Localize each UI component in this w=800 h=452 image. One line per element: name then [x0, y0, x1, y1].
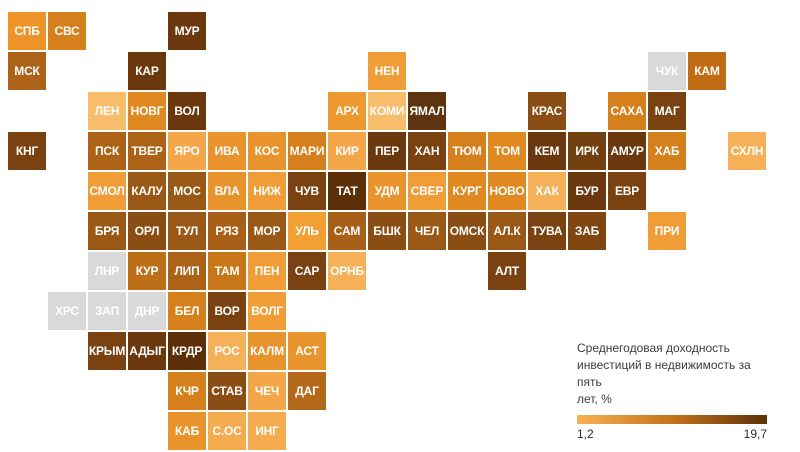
region-tile-СТАВ[interactable]: СТАВ [208, 372, 246, 410]
region-tile-ЧУВ[interactable]: ЧУВ [288, 172, 326, 210]
region-tile-САР[interactable]: САР [288, 252, 326, 290]
region-tile-СПБ[interactable]: СПБ [8, 12, 46, 50]
region-tile-КАМ[interactable]: КАМ [688, 52, 726, 90]
legend-gradient-bar [577, 415, 767, 424]
region-tile-БШК[interactable]: БШК [368, 212, 406, 250]
region-tile-ЛЕН[interactable]: ЛЕН [88, 92, 126, 130]
region-tile-УЛЬ[interactable]: УЛЬ [288, 212, 326, 250]
region-tile-ЧУК[interactable]: ЧУК [648, 52, 686, 90]
region-tile-АСТ[interactable]: АСТ [288, 332, 326, 370]
region-tile-БРЯ[interactable]: БРЯ [88, 212, 126, 250]
region-tile-АРХ[interactable]: АРХ [328, 92, 366, 130]
region-tile-ЗАБ[interactable]: ЗАБ [568, 212, 606, 250]
region-tile-ЧЕЧ[interactable]: ЧЕЧ [248, 372, 286, 410]
region-tile-НОВО[interactable]: НОВО [488, 172, 526, 210]
region-tile-МСК[interactable]: МСК [8, 52, 46, 90]
region-tile-ИНГ[interactable]: ИНГ [248, 412, 286, 450]
region-tile-ОРЛ[interactable]: ОРЛ [128, 212, 166, 250]
region-tile-ИВА[interactable]: ИВА [208, 132, 246, 170]
region-tile-ХРС[interactable]: ХРС [48, 292, 86, 330]
region-tile-САХА[interactable]: САХА [608, 92, 646, 130]
legend-title-line: Среднегодовая доходность [577, 341, 730, 355]
region-tile-АЛТ[interactable]: АЛТ [488, 252, 526, 290]
region-tile-АДЫГ[interactable]: АДЫГ [128, 332, 166, 370]
region-tile-ЯМАЛ[interactable]: ЯМАЛ [408, 92, 446, 130]
region-tile-ТОМ[interactable]: ТОМ [488, 132, 526, 170]
region-tile-ЗАП[interactable]: ЗАП [88, 292, 126, 330]
region-tile-ПРИ[interactable]: ПРИ [648, 212, 686, 250]
region-tile-МАРИ[interactable]: МАРИ [288, 132, 326, 170]
region-tile-ОМСК[interactable]: ОМСК [448, 212, 486, 250]
region-tile-ТАМ[interactable]: ТАМ [208, 252, 246, 290]
region-tile-ТАТ[interactable]: ТАТ [328, 172, 366, 210]
region-tile-УДМ[interactable]: УДМ [368, 172, 406, 210]
region-tile-ИРК[interactable]: ИРК [568, 132, 606, 170]
legend-max-label: 19,7 [743, 427, 767, 441]
region-tile-АЛ.К[interactable]: АЛ.К [488, 212, 526, 250]
region-tile-СВС[interactable]: СВС [48, 12, 86, 50]
region-tile-МОР[interactable]: МОР [248, 212, 286, 250]
region-tile-ТВЕР[interactable]: ТВЕР [128, 132, 166, 170]
region-tile-НИЖ[interactable]: НИЖ [248, 172, 286, 210]
region-tile-БЕЛ[interactable]: БЕЛ [168, 292, 206, 330]
region-tile-САМ[interactable]: САМ [328, 212, 366, 250]
region-tile-КНГ[interactable]: КНГ [8, 132, 46, 170]
region-tile-ВЛА[interactable]: ВЛА [208, 172, 246, 210]
legend-min-label: 1,2 [577, 427, 594, 441]
region-tile-КЕМ[interactable]: КЕМ [528, 132, 566, 170]
region-tile-ЛНР[interactable]: ЛНР [88, 252, 126, 290]
region-tile-С.ОС[interactable]: С.ОС [208, 412, 246, 450]
region-tile-КЧР[interactable]: КЧР [168, 372, 206, 410]
region-tile-КРЫМ[interactable]: КРЫМ [88, 332, 126, 370]
region-tile-ХАБ[interactable]: ХАБ [648, 132, 686, 170]
region-tile-КОМИ[interactable]: КОМИ [368, 92, 406, 130]
region-tile-СВЕР[interactable]: СВЕР [408, 172, 446, 210]
region-tile-КАР[interactable]: КАР [128, 52, 166, 90]
legend-title: Среднегодовая доходность инвестиций в не… [577, 340, 767, 408]
region-tile-КУРГ[interactable]: КУРГ [448, 172, 486, 210]
region-tile-БУР[interactable]: БУР [568, 172, 606, 210]
region-tile-РЯЗ[interactable]: РЯЗ [208, 212, 246, 250]
region-tile-КОС[interactable]: КОС [248, 132, 286, 170]
region-tile-ТУВА[interactable]: ТУВА [528, 212, 566, 250]
region-tile-ПЕН[interactable]: ПЕН [248, 252, 286, 290]
region-tile-КАЛМ[interactable]: КАЛМ [248, 332, 286, 370]
region-tile-СХЛН[interactable]: СХЛН [728, 132, 766, 170]
region-tile-НЕН[interactable]: НЕН [368, 52, 406, 90]
region-tile-ТЮМ[interactable]: ТЮМ [448, 132, 486, 170]
region-tile-ХАН[interactable]: ХАН [408, 132, 446, 170]
region-tile-МАГ[interactable]: МАГ [648, 92, 686, 130]
region-tile-ВОЛГ[interactable]: ВОЛГ [248, 292, 286, 330]
region-tile-ДНР[interactable]: ДНР [128, 292, 166, 330]
region-tile-СМОЛ[interactable]: СМОЛ [88, 172, 126, 210]
region-tile-ЯРО[interactable]: ЯРО [168, 132, 206, 170]
region-tile-КУР[interactable]: КУР [128, 252, 166, 290]
region-tile-КИР[interactable]: КИР [328, 132, 366, 170]
region-tile-МОС[interactable]: МОС [168, 172, 206, 210]
region-tile-КРДР[interactable]: КРДР [168, 332, 206, 370]
region-tile-ЧЕЛ[interactable]: ЧЕЛ [408, 212, 446, 250]
region-tile-МУР[interactable]: МУР [168, 12, 206, 50]
legend-title-line: лет, % [577, 392, 612, 406]
region-tile-ДАГ[interactable]: ДАГ [288, 372, 326, 410]
legend: Среднегодовая доходность инвестиций в не… [577, 340, 767, 452]
region-tile-ПСК[interactable]: ПСК [88, 132, 126, 170]
region-tile-ТУЛ[interactable]: ТУЛ [168, 212, 206, 250]
legend-title-line: инвестиций в недвижимость за пять [577, 358, 751, 389]
region-tile-НОВГ[interactable]: НОВГ [128, 92, 166, 130]
region-tile-КРАС[interactable]: КРАС [528, 92, 566, 130]
region-tile-ЕВР[interactable]: ЕВР [608, 172, 646, 210]
region-tile-ОРНБ[interactable]: ОРНБ [328, 252, 366, 290]
legend-scale: 1,2 19,7 [577, 427, 767, 441]
region-tile-ВОР[interactable]: ВОР [208, 292, 246, 330]
region-tile-ВОЛ[interactable]: ВОЛ [168, 92, 206, 130]
region-tile-КАЛУ[interactable]: КАЛУ [128, 172, 166, 210]
region-tile-ЛИП[interactable]: ЛИП [168, 252, 206, 290]
region-tile-АМУР[interactable]: АМУР [608, 132, 646, 170]
region-tile-ХАК[interactable]: ХАК [528, 172, 566, 210]
region-tile-ПЕР[interactable]: ПЕР [368, 132, 406, 170]
region-tile-КАБ[interactable]: КАБ [168, 412, 206, 450]
region-tile-РОС[interactable]: РОС [208, 332, 246, 370]
